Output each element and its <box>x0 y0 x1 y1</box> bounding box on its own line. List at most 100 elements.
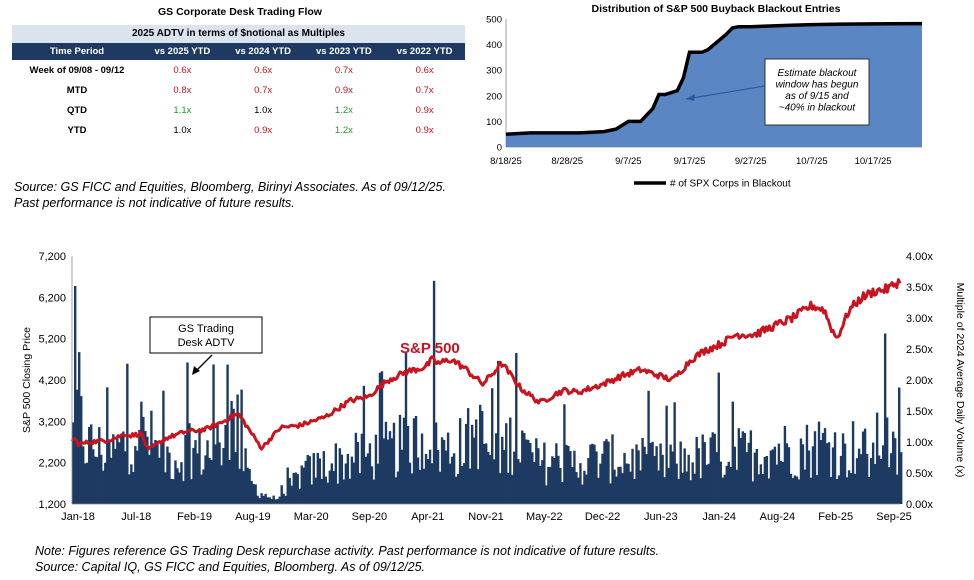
adtv-bar <box>316 452 319 504</box>
adtv-bar <box>202 469 205 504</box>
adtv-bar <box>378 372 382 504</box>
adtv-bar <box>803 469 807 504</box>
adtv-bar <box>434 422 438 504</box>
adtv-bar <box>156 440 159 504</box>
adtv-bar <box>583 470 586 504</box>
ytick-label: 3,200 <box>38 416 66 428</box>
adtv-bar <box>294 472 297 504</box>
xtick-label: Aug-19 <box>235 511 270 523</box>
adtv-bar <box>787 447 791 504</box>
adtv-bar <box>651 441 654 504</box>
adtv-bar <box>675 463 678 504</box>
adtv-bar <box>735 469 738 504</box>
adtv-bar <box>725 465 728 504</box>
adtv-bar <box>731 401 734 504</box>
adtv-bar <box>408 462 412 504</box>
adtv-bar <box>428 449 432 504</box>
blackout-ytick-label: 400 <box>486 40 502 51</box>
adtv-bar <box>659 443 662 504</box>
adtv-bar <box>847 470 851 504</box>
adtv-bar <box>625 463 628 504</box>
y2tick-label: 0.50x <box>906 468 933 480</box>
adtv-bar <box>88 427 91 504</box>
adtv-bar <box>366 453 370 504</box>
adtv-bar <box>761 474 765 504</box>
adtv-bar <box>543 442 546 504</box>
xtick-label: May-22 <box>526 511 563 523</box>
adtv-bar <box>354 432 358 504</box>
xtick-label: Jul-18 <box>121 511 151 523</box>
blackout-xtick-label: 8/28/25 <box>551 156 583 167</box>
adtv-bar <box>785 443 789 504</box>
adtv-bar <box>545 485 548 504</box>
adtv-bar <box>420 433 424 504</box>
adtv-bar <box>563 404 566 504</box>
adtv-bar <box>178 472 181 504</box>
adtv-bar <box>649 442 652 504</box>
adtv-bar <box>114 449 117 504</box>
blackout-ytick-label: 500 <box>486 15 502 26</box>
adtv-bar <box>174 460 177 504</box>
adtv-bar <box>112 434 115 504</box>
adtv-bar <box>681 472 684 504</box>
adtv-bar <box>404 352 408 504</box>
adtv-bar <box>799 438 803 504</box>
adtv-bar <box>723 474 726 504</box>
adtv-bar <box>184 434 187 504</box>
adtv-bar <box>130 464 133 504</box>
adtv-bar <box>793 475 797 504</box>
adtv-bar <box>687 454 690 504</box>
adtv-bar <box>318 458 321 504</box>
adtv-bar <box>170 478 173 504</box>
adtv-bar <box>476 469 480 504</box>
adtv-bar <box>362 385 366 504</box>
adtv-bar <box>771 449 775 504</box>
adtv-bar <box>589 444 592 504</box>
adtv-bar <box>719 461 722 504</box>
table-source: Source: GS FICC and Equities, Bloomberg,… <box>14 179 446 211</box>
adtv-bar <box>791 478 795 504</box>
cell-value: 0.6x <box>254 64 273 76</box>
adtv-bar <box>474 419 478 504</box>
adtv-bar <box>200 474 203 504</box>
adtv-bar <box>168 452 171 504</box>
adtv-bar <box>154 440 157 504</box>
adtv-bar <box>456 473 460 504</box>
adtv-bar <box>132 472 135 504</box>
adtv-bar <box>693 473 696 504</box>
adtv-bar <box>288 477 291 504</box>
adtv-bar <box>116 437 119 504</box>
xtick-label: Jun-23 <box>644 511 678 523</box>
adtv-bar <box>238 468 241 504</box>
adtv-bar <box>827 442 831 504</box>
adtv-bar <box>312 453 315 504</box>
row-period: QTD <box>66 104 88 116</box>
adtv-callout-arrow <box>195 354 213 372</box>
adtv-bar <box>218 442 221 504</box>
adtv-bar <box>593 444 596 504</box>
adtv-bar <box>240 389 243 504</box>
adtv-bar <box>489 455 492 504</box>
adtv-bar <box>110 457 113 504</box>
adtv-bar <box>579 463 582 504</box>
adtv-bar <box>711 432 714 504</box>
adtv-bar <box>779 460 783 504</box>
adtv-bar <box>835 479 839 504</box>
adtv-bar <box>783 425 787 504</box>
adtv-bar <box>499 473 502 504</box>
adtv-bar <box>322 451 326 504</box>
adtv-bar <box>72 422 75 504</box>
adtv-bar <box>669 444 672 504</box>
adtv-bar <box>697 448 700 504</box>
adtv-bar <box>302 467 305 504</box>
adtv-bar <box>859 454 863 504</box>
adtv-bar <box>571 467 574 504</box>
adtv-bar <box>146 436 149 504</box>
adtv-bar <box>86 462 89 504</box>
adtv-bar <box>100 454 103 504</box>
adtv-bar <box>837 475 841 504</box>
adtv-bar <box>613 469 616 504</box>
adtv-bar <box>400 449 404 504</box>
adtv-bar <box>90 424 93 504</box>
adtv-bar <box>442 440 446 504</box>
